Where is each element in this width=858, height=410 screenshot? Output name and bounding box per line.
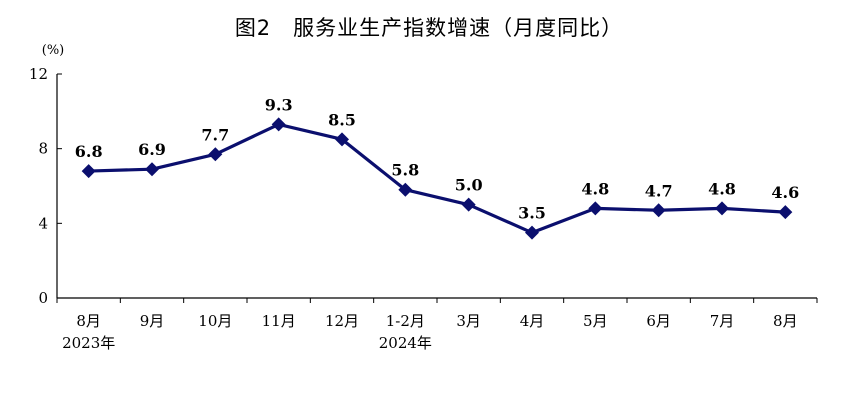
data-label: 3.5	[518, 204, 546, 223]
y-tick-label: 0	[38, 289, 48, 307]
data-point	[81, 164, 96, 179]
y-tick-label: 4	[38, 214, 48, 232]
data-label: 5.0	[455, 176, 483, 195]
data-point	[145, 162, 159, 177]
y-axis-label: (%)	[42, 43, 65, 58]
data-label: 5.8	[391, 161, 419, 180]
data-point	[271, 117, 286, 132]
data-point	[651, 203, 666, 218]
data-point	[588, 201, 603, 216]
x-tick-label: 10月	[198, 312, 232, 330]
data-label: 7.7	[201, 125, 229, 144]
y-tick-label: 12	[29, 65, 48, 83]
data-label: 4.8	[581, 179, 609, 198]
data-label: 4.6	[771, 183, 799, 202]
data-point	[335, 132, 349, 147]
x-tick-label: 8月	[76, 312, 101, 330]
data-point	[398, 182, 413, 197]
x-year-label: 2024年	[379, 334, 432, 352]
axes: 0 4 8 12 (%) 8月 2023年 9月 10月 11月 12月 1-2月 2024年 3月 4月 5…	[29, 43, 818, 352]
x-tick-label: 11月	[262, 312, 296, 330]
data-point	[715, 201, 729, 216]
data-label: 6.8	[75, 142, 103, 161]
data-points	[81, 117, 793, 240]
data-point	[208, 147, 223, 162]
x-year-label: 2023年	[62, 334, 115, 352]
data-label: 8.5	[328, 110, 356, 129]
chart-title: 图2 服务业生产指数增速（月度同比）	[234, 16, 624, 40]
data-point	[525, 225, 539, 240]
x-tick-label: 12月	[325, 312, 359, 330]
series-line-layer	[88, 122, 786, 235]
data-point	[461, 197, 476, 212]
data-point	[778, 205, 793, 220]
x-tick-label: 8月	[773, 312, 798, 330]
x-tick-label: 4月	[520, 312, 545, 330]
data-label: 6.9	[138, 140, 166, 159]
y-tick-label: 8	[38, 140, 48, 158]
x-tick-label: 7月	[710, 312, 735, 330]
data-label: 4.8	[708, 179, 736, 198]
x-tick-label: 3月	[456, 312, 481, 330]
data-labels: 6.8 6.9 7.7 9.3 8.5 5.8 5.0 3.5 4.8 4.7 4.8 4.6	[75, 95, 800, 222]
x-tick-label: 6月	[646, 312, 671, 330]
x-tick-label: 1-2月	[386, 312, 425, 330]
x-tick-label: 9月	[140, 312, 165, 330]
data-label: 9.3	[265, 95, 293, 114]
series-line	[88, 122, 786, 235]
data-label: 4.7	[645, 181, 673, 200]
x-tick-label: 5月	[583, 312, 608, 330]
